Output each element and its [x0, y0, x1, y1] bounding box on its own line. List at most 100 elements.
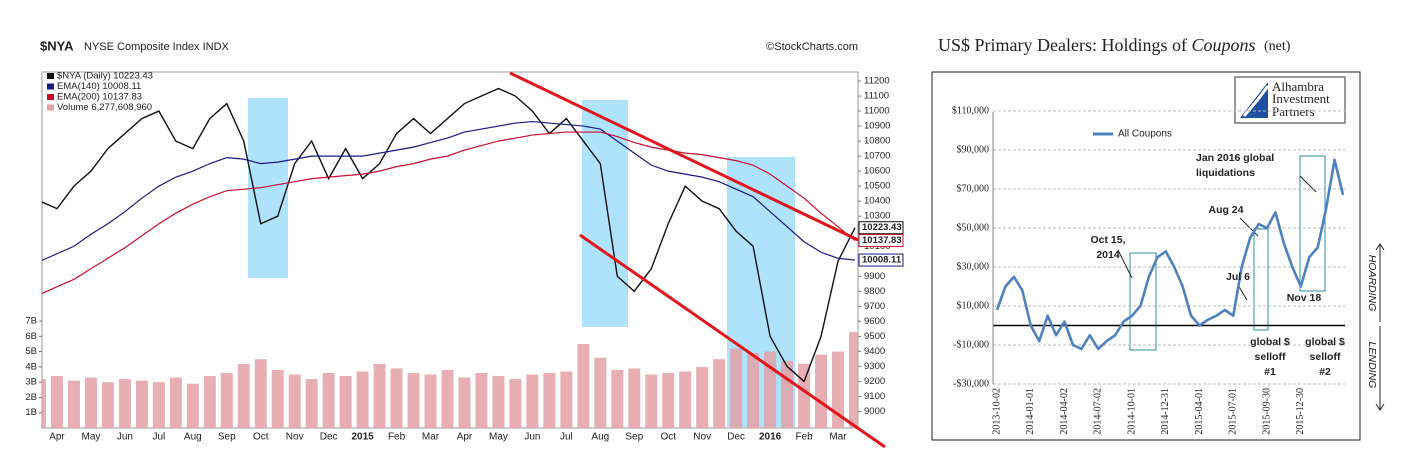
- x-tick-label: 2015-09-30: [1261, 388, 1272, 435]
- x-tick-label: May: [489, 432, 508, 443]
- volume-bar: [628, 368, 641, 428]
- annotation: Jan 2016 global: [1196, 152, 1274, 164]
- x-tick-label: 2014-01-01: [1025, 388, 1036, 435]
- x-tick-label: Aug: [591, 432, 609, 443]
- y-tick-label: $110,000: [952, 105, 989, 116]
- x-tick-label: Oct: [253, 432, 269, 443]
- volume-bar: [458, 377, 471, 428]
- x-tick-label: 2015-12-30: [1295, 388, 1306, 435]
- annotation: liquidations: [1196, 167, 1255, 179]
- volume-bar: [594, 357, 607, 428]
- volume-bar: [611, 369, 624, 428]
- y-tick-label: -$30,000: [953, 378, 989, 389]
- annotation-box: [1299, 155, 1326, 292]
- trend-line: [579, 233, 886, 449]
- x-tick-label: Apr: [457, 432, 473, 443]
- volume-bar: [407, 372, 420, 428]
- annotation: #2: [1319, 366, 1331, 378]
- legend-label: EMA(140) 10008.11: [57, 81, 141, 92]
- volume-bar: [101, 382, 114, 428]
- annotation-box: [1129, 252, 1157, 351]
- volume-bar: [339, 376, 352, 428]
- annotation: LENDING: [1366, 342, 1378, 389]
- volume-bar: [237, 363, 250, 428]
- y-tick-label: 9900: [864, 271, 885, 282]
- volume-bar: [492, 376, 505, 428]
- value-tag: [858, 253, 904, 267]
- x-tick-label: 2013-10-02: [991, 388, 1002, 435]
- x-tick-label: Dec: [320, 432, 338, 443]
- volume-bar: [849, 332, 858, 428]
- annotation: Aug 24: [1208, 204, 1243, 216]
- annotation: Oct 15,: [1090, 234, 1125, 246]
- y-tick-label: 9300: [864, 361, 885, 372]
- volume-bar: [67, 380, 80, 428]
- y-tick-label: $90,000: [957, 144, 990, 155]
- arrow: [1117, 249, 1133, 279]
- right-title: US$ Primary Dealers: Holdings of Coupons…: [938, 35, 1291, 55]
- trend-lines: [509, 71, 886, 449]
- volume-bar: [526, 374, 539, 428]
- annotation-arrows: [1117, 175, 1385, 411]
- volume-bar: [509, 379, 522, 428]
- x-tick-label: 2015-04-01: [1194, 388, 1205, 435]
- volume-bar: [798, 363, 811, 428]
- x-tick-label: 2014-04-02: [1059, 388, 1070, 435]
- x-tick-label: Aug: [184, 432, 202, 443]
- volume-bar: [441, 369, 454, 428]
- y-tick-label: 10800: [864, 136, 890, 147]
- volume-bar: [356, 371, 369, 428]
- y2-tick-label: 4B: [25, 361, 37, 372]
- volume-bar: [118, 379, 131, 428]
- y-tick-label: 9100: [864, 391, 885, 402]
- value-tag-label: 10137.83: [862, 235, 902, 246]
- x-tick-label: Mar: [422, 432, 440, 443]
- volume-bar: [254, 359, 267, 428]
- volume-bar: [730, 348, 743, 428]
- logo-swoosh: [1242, 85, 1270, 117]
- annotation: HOARDING: [1366, 255, 1378, 312]
- y-tick-label: -$10,000: [953, 339, 989, 350]
- x-tick-label: Feb: [795, 432, 813, 443]
- legend-swatch: [47, 73, 54, 79]
- value-tag-label: 10008.11: [862, 255, 902, 266]
- y2-tick-label: 3B: [25, 377, 37, 388]
- logo: Alhambra Investment Partners: [1234, 76, 1346, 124]
- x-tick-label: Apr: [49, 432, 65, 443]
- annotation: selloff: [1255, 351, 1286, 363]
- volume-bar: [288, 374, 301, 428]
- volume-bar: [832, 351, 845, 428]
- x-tick-label: Oct: [660, 432, 676, 443]
- y2-tick-label: 1B: [25, 407, 37, 418]
- logo-text: Investment: [1272, 91, 1330, 106]
- volume-bar: [322, 372, 335, 428]
- volume-bar: [577, 343, 590, 428]
- zone: [582, 100, 628, 327]
- annotation-box: [1253, 228, 1269, 331]
- y-tick-label: 9800: [864, 286, 885, 297]
- title-part: (net): [1264, 39, 1291, 54]
- volume-bar: [424, 374, 437, 428]
- y-tick-label: 9700: [864, 301, 885, 312]
- volume-bar: [662, 372, 675, 428]
- volume-bar: [390, 368, 403, 428]
- x-tick-label: Feb: [388, 432, 406, 443]
- x-tick-label: 2014-12-31: [1160, 388, 1171, 435]
- y-tick-label: $10,000: [957, 300, 990, 311]
- volume-bar: [42, 379, 46, 428]
- annotation: Nov 18: [1287, 292, 1322, 304]
- x-tick-label: Jul: [560, 432, 573, 443]
- legend-label: Volume 6,277,608,960: [57, 102, 152, 113]
- volume-bar: [84, 377, 97, 428]
- x-tick-label: 2015-07-01: [1228, 388, 1239, 435]
- y-tick-label: 10500: [864, 181, 890, 192]
- annotation: global $: [1305, 336, 1345, 348]
- volume-bar: [203, 376, 216, 428]
- title-part: Coupons: [1191, 35, 1255, 55]
- left-marks: [42, 87, 858, 428]
- volume-bar: [152, 382, 165, 428]
- volume-bar: [220, 372, 233, 428]
- x-tick-label: Jun: [117, 432, 133, 443]
- volume-bar: [713, 359, 726, 428]
